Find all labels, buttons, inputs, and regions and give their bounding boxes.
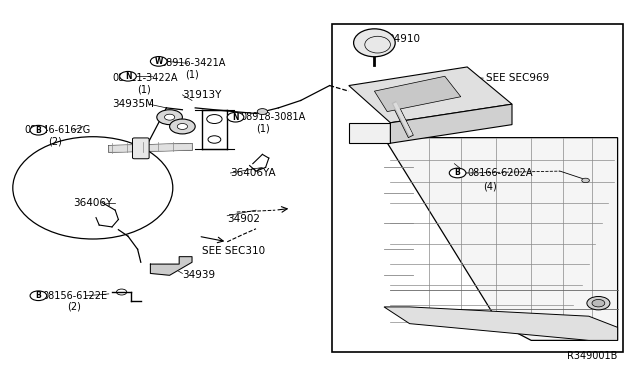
Circle shape xyxy=(592,299,605,307)
Polygon shape xyxy=(384,307,618,340)
Circle shape xyxy=(120,71,136,81)
Polygon shape xyxy=(349,123,390,143)
Polygon shape xyxy=(349,67,512,123)
FancyBboxPatch shape xyxy=(132,138,149,159)
Text: SEE SEC310: SEE SEC310 xyxy=(202,246,265,256)
Circle shape xyxy=(227,112,244,122)
Polygon shape xyxy=(390,104,512,143)
Text: (1): (1) xyxy=(138,84,151,94)
Circle shape xyxy=(150,57,167,66)
Text: 08156-6122E: 08156-6122E xyxy=(42,291,108,301)
Text: (1): (1) xyxy=(186,70,199,79)
Text: N: N xyxy=(125,72,131,81)
Polygon shape xyxy=(384,138,618,340)
Circle shape xyxy=(582,178,589,183)
Text: 08166-6202A: 08166-6202A xyxy=(467,168,532,178)
Text: 31913Y: 31913Y xyxy=(182,90,222,100)
Text: 36406Y: 36406Y xyxy=(74,198,113,208)
Text: R349001B: R349001B xyxy=(567,351,618,361)
Circle shape xyxy=(164,114,175,120)
Text: 08911-3422A: 08911-3422A xyxy=(112,73,177,83)
Text: (4): (4) xyxy=(483,181,497,191)
Circle shape xyxy=(170,119,195,134)
Text: 08918-3081A: 08918-3081A xyxy=(240,112,305,122)
Circle shape xyxy=(30,291,47,301)
Text: 36406YA: 36406YA xyxy=(230,168,276,178)
Text: 34939: 34939 xyxy=(182,270,216,280)
Circle shape xyxy=(257,109,268,115)
Text: 34910: 34910 xyxy=(387,34,420,44)
Circle shape xyxy=(157,110,182,125)
Text: B: B xyxy=(455,169,460,177)
Polygon shape xyxy=(150,257,192,275)
Circle shape xyxy=(30,125,47,135)
Text: N: N xyxy=(232,113,239,122)
Text: 08146-6162G: 08146-6162G xyxy=(24,125,91,135)
Text: 34935M: 34935M xyxy=(112,99,154,109)
Text: (2): (2) xyxy=(48,137,62,146)
Ellipse shape xyxy=(353,29,396,57)
Circle shape xyxy=(587,296,610,310)
Polygon shape xyxy=(374,76,461,112)
Text: 34902: 34902 xyxy=(227,215,260,224)
Text: 08916-3421A: 08916-3421A xyxy=(160,58,225,68)
Text: (1): (1) xyxy=(256,124,269,133)
Text: W: W xyxy=(154,57,163,66)
Text: SEE SEC969: SEE SEC969 xyxy=(486,73,550,83)
Text: B: B xyxy=(36,126,41,135)
Circle shape xyxy=(449,168,466,178)
Circle shape xyxy=(177,124,188,129)
Text: (2): (2) xyxy=(67,302,81,312)
Bar xyxy=(332,24,623,352)
Text: B: B xyxy=(36,291,41,300)
